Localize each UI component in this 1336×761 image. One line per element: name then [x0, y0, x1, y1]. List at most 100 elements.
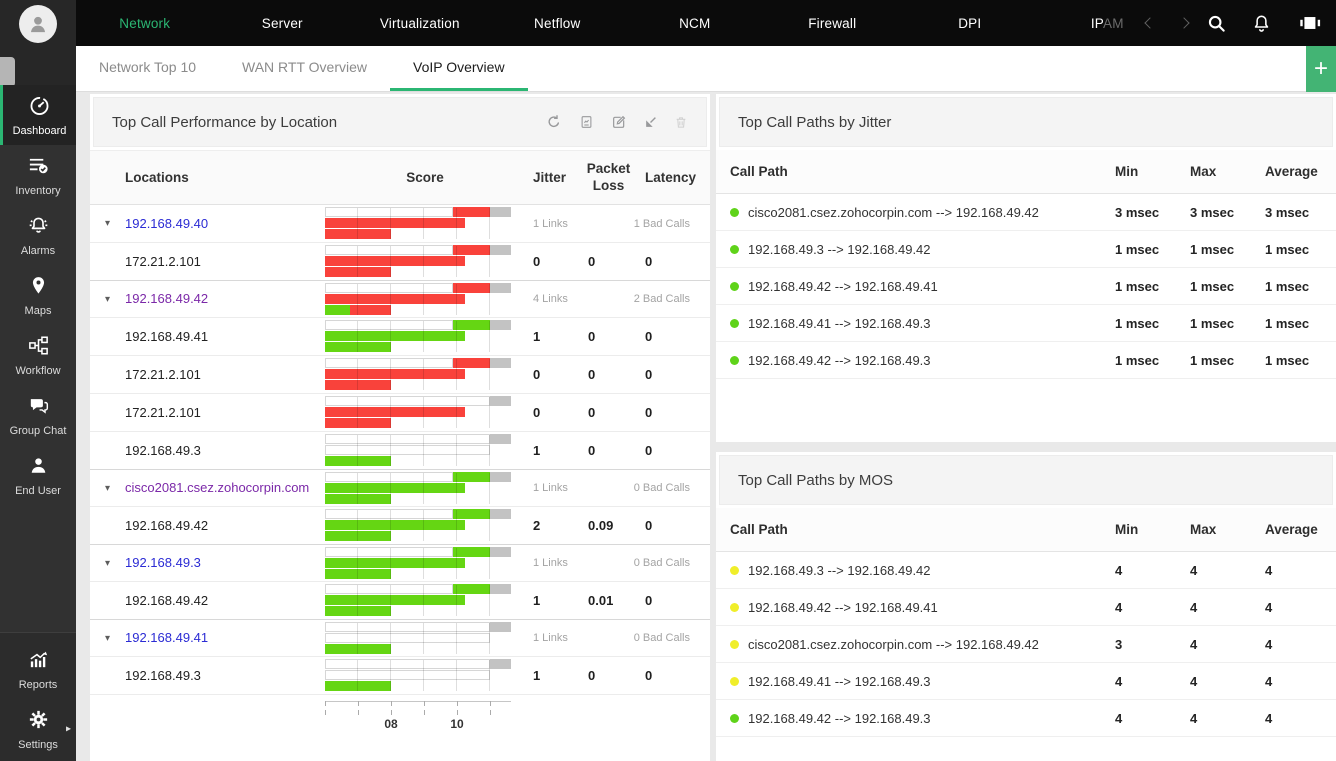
- packet-loss-value: 0.09: [588, 518, 614, 533]
- location-link[interactable]: 192.168.49.41: [125, 630, 209, 645]
- call-path-text: 192.168.49.42 --> 192.168.49.3: [748, 710, 931, 726]
- score-bar: [325, 621, 511, 632]
- location-name-cell: 192.168.49.3: [125, 667, 325, 685]
- location-row-192.168.49.3: 192.168.49.3 1 0 0: [90, 657, 710, 695]
- nav-item-netflow[interactable]: Netflow: [534, 15, 581, 31]
- sidebar-item-label: End User: [15, 485, 61, 497]
- expand-caret-icon[interactable]: ▾: [104, 557, 111, 569]
- average-value: 1 msec: [1265, 278, 1310, 294]
- location-link[interactable]: cisco2081.csez.zohocorpin.com: [125, 480, 310, 495]
- delete-widget-icon[interactable]: [674, 115, 688, 130]
- score-bar-segment-green: [325, 456, 391, 466]
- panel-top-call-performance: Top Call Performance by Location Locatio…: [90, 94, 710, 761]
- min-value: 4: [1115, 673, 1123, 689]
- location-name: 172.21.2.101: [125, 366, 201, 382]
- sidebar-item-settings[interactable]: Settings ▸: [0, 699, 76, 759]
- score-bar: [325, 380, 511, 390]
- widget-carousel-icon[interactable]: [1296, 12, 1322, 34]
- score-bar: [325, 670, 511, 680]
- tab-wan-rtt-overview[interactable]: WAN RTT Overview: [242, 59, 367, 75]
- score-bar: [325, 584, 511, 594]
- nav-item-network[interactable]: Network: [119, 15, 171, 31]
- sidebar-item-workflow[interactable]: Workflow: [0, 325, 76, 385]
- score-bar: [325, 229, 511, 239]
- sidebar-item-maps[interactable]: Maps: [0, 265, 76, 325]
- score-bar-segment-red: [325, 218, 466, 228]
- notifications-bell-icon[interactable]: [1251, 13, 1272, 34]
- sidebar-item-dashboard[interactable]: Dashboard: [0, 85, 76, 145]
- score-bar-segment-cap: [489, 282, 511, 293]
- chevron-left-icon[interactable]: [1144, 17, 1156, 29]
- collapse-icon[interactable]: [644, 116, 657, 129]
- score-bar-segment-empty: [325, 471, 454, 482]
- nav-item-dpi[interactable]: DPI: [958, 15, 982, 31]
- average-value: 3 msec: [1265, 204, 1310, 220]
- tab-voip-overview[interactable]: VoIP Overview: [390, 46, 528, 91]
- jitter-value: 1: [533, 329, 541, 344]
- edit-widget-icon[interactable]: [611, 114, 627, 130]
- expand-caret-icon[interactable]: ▾: [104, 293, 111, 305]
- avatar[interactable]: [19, 5, 57, 43]
- sidebar-item-inventory[interactable]: Inventory: [0, 145, 76, 205]
- collapsed-panel-handle[interactable]: [0, 57, 15, 87]
- score-bar: [325, 632, 511, 643]
- nav-item-ipam[interactable]: IPAM: [1090, 15, 1124, 31]
- dashboard-tabbar: Network Top 10 WAN RTT Overview VoIP Overv…: [76, 46, 1336, 92]
- panel-title: Top Call Paths by MOS: [738, 471, 894, 489]
- score-bar-segment-red: [453, 358, 490, 368]
- search-icon[interactable]: [1206, 13, 1227, 34]
- jitter-value: 1: [533, 668, 541, 683]
- export-report-icon[interactable]: [579, 114, 594, 130]
- max-value: 1 msec: [1190, 352, 1235, 368]
- max-value: 3 msec: [1190, 204, 1235, 220]
- location-link[interactable]: 192.168.49.40: [125, 215, 209, 231]
- tab-network-top-10[interactable]: Network Top 10: [99, 59, 197, 75]
- score-bar-segment-red: [325, 369, 466, 379]
- nav-item-virtualization[interactable]: Virtualization: [379, 15, 460, 31]
- call-path-cell: 192.168.49.41 --> 192.168.49.3: [730, 674, 1115, 689]
- location-row-192.168.49.3: 192.168.49.3 1 0 0: [90, 432, 710, 470]
- sidebar-item-alarms[interactable]: Alarms: [0, 205, 76, 265]
- score-bar-segment-empty: [325, 621, 490, 632]
- score-bar: [325, 358, 511, 368]
- score-bar: [325, 557, 511, 568]
- score-bar-segment-red: [325, 256, 466, 266]
- call-path-text: 192.168.49.42 --> 192.168.49.41: [748, 278, 938, 294]
- axis-label: 08: [384, 717, 398, 731]
- call-path-cell: cisco2081.csez.zohocorpin.com --> 192.16…: [730, 637, 1115, 652]
- add-dashboard-button[interactable]: +: [1306, 46, 1336, 92]
- latency-value: 0: [645, 518, 653, 533]
- jitter-value: 1: [533, 443, 541, 458]
- chevron-right-icon[interactable]: [1178, 17, 1190, 29]
- location-name: 192.168.49.41: [125, 328, 209, 344]
- expand-caret-icon[interactable]: ▾: [104, 632, 111, 644]
- col-min: Min: [1115, 522, 1139, 537]
- call-path-row: 192.168.49.42 --> 192.168.49.3 1 msec 1 ms…: [716, 342, 1336, 379]
- sidebar-item-end-user[interactable]: End User: [0, 445, 76, 505]
- sidebar-item-reports[interactable]: Reports: [0, 639, 76, 699]
- call-path-row: 192.168.49.3 --> 192.168.49.42 4 4 4: [716, 552, 1336, 589]
- expand-caret-icon[interactable]: ▾: [104, 218, 111, 229]
- location-link[interactable]: 192.168.49.42: [125, 291, 209, 306]
- col-latency: Latency: [645, 170, 697, 185]
- nav-item-firewall[interactable]: Firewall: [808, 15, 857, 31]
- status-dot-yellow: [730, 602, 739, 612]
- min-value: 4: [1115, 710, 1123, 726]
- score-bar: [325, 434, 511, 444]
- dashboard-gauge-icon: [28, 94, 51, 122]
- sidebar-item-group-chat[interactable]: Group Chat: [0, 385, 76, 445]
- sidebar-item-label: Dashboard: [12, 125, 67, 137]
- expand-caret-icon[interactable]: ▾: [104, 482, 111, 494]
- score-bar-segment-red: [325, 418, 391, 428]
- min-value: 1 msec: [1115, 241, 1160, 257]
- location-link[interactable]: 192.168.49.3: [125, 555, 201, 570]
- nav-item-server[interactable]: Server: [261, 15, 303, 31]
- packet-loss-value: 0: [588, 254, 596, 269]
- packet-loss-value: 0.01: [588, 593, 614, 608]
- nav-item-ncm[interactable]: NCM: [679, 15, 711, 31]
- location-name: 192.168.49.3: [125, 442, 201, 458]
- score-bar-segment-empty: [325, 434, 490, 444]
- score-bar-segment-cap: [489, 471, 511, 482]
- refresh-icon[interactable]: [546, 114, 562, 130]
- col-min: Min: [1115, 164, 1139, 179]
